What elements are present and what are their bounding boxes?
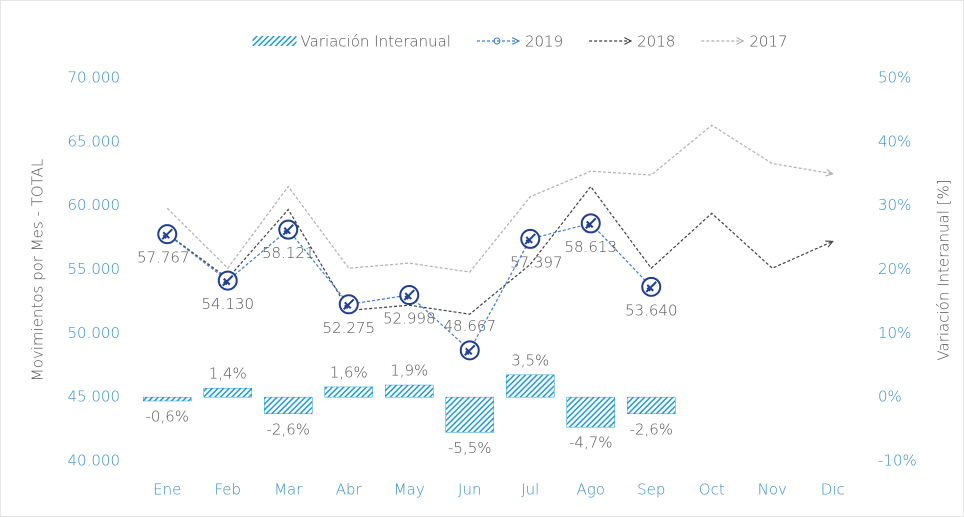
y-tick-label: 50.000 bbox=[68, 324, 121, 342]
line-value-label: 57.397 bbox=[510, 253, 563, 271]
y2-tick-label: 10% bbox=[878, 324, 911, 342]
x-tick-label: Feb bbox=[214, 481, 241, 499]
line-value-label: 53.640 bbox=[625, 301, 678, 319]
plane-icon bbox=[585, 217, 597, 230]
line-value-label: 54.130 bbox=[202, 295, 255, 313]
x-tick-label: Nov bbox=[758, 481, 787, 499]
plane-marker bbox=[399, 285, 420, 306]
legend-label: Variación Interanual bbox=[300, 33, 450, 51]
x-tick-label: Dic bbox=[821, 481, 845, 499]
bar-value-label: 1,6% bbox=[330, 363, 368, 381]
line-value-label: 57.767 bbox=[137, 249, 190, 267]
legend-label: 2019 bbox=[525, 33, 563, 51]
plane-marker bbox=[157, 224, 178, 245]
plane-marker bbox=[338, 294, 359, 315]
plane-icon bbox=[282, 223, 294, 236]
bar-value-label: -2,6% bbox=[266, 420, 310, 438]
y2-tick-label: -10% bbox=[878, 452, 917, 470]
line bbox=[166, 185, 833, 315]
bar bbox=[566, 396, 615, 428]
plane-marker bbox=[520, 228, 541, 249]
bar bbox=[627, 396, 676, 415]
x-tick-label: Ago bbox=[577, 481, 605, 499]
y2-tick-label: 0% bbox=[878, 388, 902, 406]
plane-marker bbox=[580, 213, 601, 234]
y-tick-label: 45.000 bbox=[68, 388, 121, 406]
y2-tick-label: 20% bbox=[878, 260, 911, 278]
plane-marker bbox=[217, 270, 238, 291]
bar-value-label: 1,4% bbox=[209, 365, 247, 383]
legend-label: 2017 bbox=[749, 33, 787, 51]
plane-icon bbox=[464, 344, 476, 357]
plane-marker bbox=[641, 276, 662, 297]
bar bbox=[264, 396, 313, 415]
y-tick-label: 65.000 bbox=[68, 132, 121, 150]
plane-icon bbox=[403, 289, 415, 301]
line-value-label: 52.275 bbox=[323, 319, 376, 337]
legend-swatch bbox=[252, 36, 297, 46]
plane-icon bbox=[343, 298, 355, 310]
bar bbox=[143, 396, 192, 402]
line-value-label: 58.613 bbox=[565, 238, 618, 256]
x-tick-label: Jun bbox=[458, 481, 481, 499]
y-tick-label: 40.000 bbox=[68, 452, 121, 470]
plane-icon bbox=[222, 274, 234, 287]
bar-value-label: 1,9% bbox=[390, 362, 428, 380]
y-tick-label: 60.000 bbox=[68, 196, 121, 214]
line-value-label: 58.121 bbox=[262, 244, 315, 262]
plane-icon bbox=[161, 228, 173, 240]
y-tick-label: 55.000 bbox=[68, 260, 121, 278]
x-tick-label: Sep bbox=[637, 481, 665, 499]
legend: Variación Interanual 2019 2018 2017 bbox=[252, 33, 788, 51]
bar-value-label: -4,7% bbox=[569, 434, 613, 452]
plane-icon bbox=[524, 233, 536, 245]
bar bbox=[445, 396, 494, 433]
line-value-label: 48.667 bbox=[444, 317, 497, 335]
y-axis-title: Movimientos por Mes - TOTAL bbox=[29, 159, 47, 381]
x-tick-label: Jul bbox=[521, 481, 539, 499]
y2-tick-label: 30% bbox=[878, 196, 911, 214]
bar bbox=[324, 386, 373, 398]
bar-value-label: -5,5% bbox=[448, 439, 492, 457]
x-tick-label: May bbox=[394, 481, 425, 499]
legend-label: 2018 bbox=[637, 33, 675, 51]
bar-value-label: -0,6% bbox=[145, 407, 189, 425]
plane-marker bbox=[278, 219, 299, 240]
x-tick-label: Ene bbox=[153, 481, 181, 499]
x-tick-label: Abr bbox=[336, 481, 363, 499]
bar bbox=[506, 374, 555, 398]
y-tick-label: 70.000 bbox=[68, 69, 121, 87]
bar bbox=[203, 387, 252, 398]
plane-icon bbox=[645, 281, 657, 293]
y2-axis-title: Variación Interanual [%] bbox=[935, 179, 953, 360]
bar-value-label: -2,6% bbox=[629, 420, 673, 438]
bar-value-label: 3,5% bbox=[511, 351, 549, 369]
plane-marker bbox=[459, 340, 480, 361]
x-tick-label: Oct bbox=[699, 481, 725, 499]
x-tick-label: Mar bbox=[274, 481, 303, 499]
line-value-label: 52.998 bbox=[383, 310, 436, 328]
y2-tick-label: 50% bbox=[878, 69, 911, 87]
y2-tick-label: 40% bbox=[878, 132, 911, 150]
bar bbox=[385, 384, 434, 398]
